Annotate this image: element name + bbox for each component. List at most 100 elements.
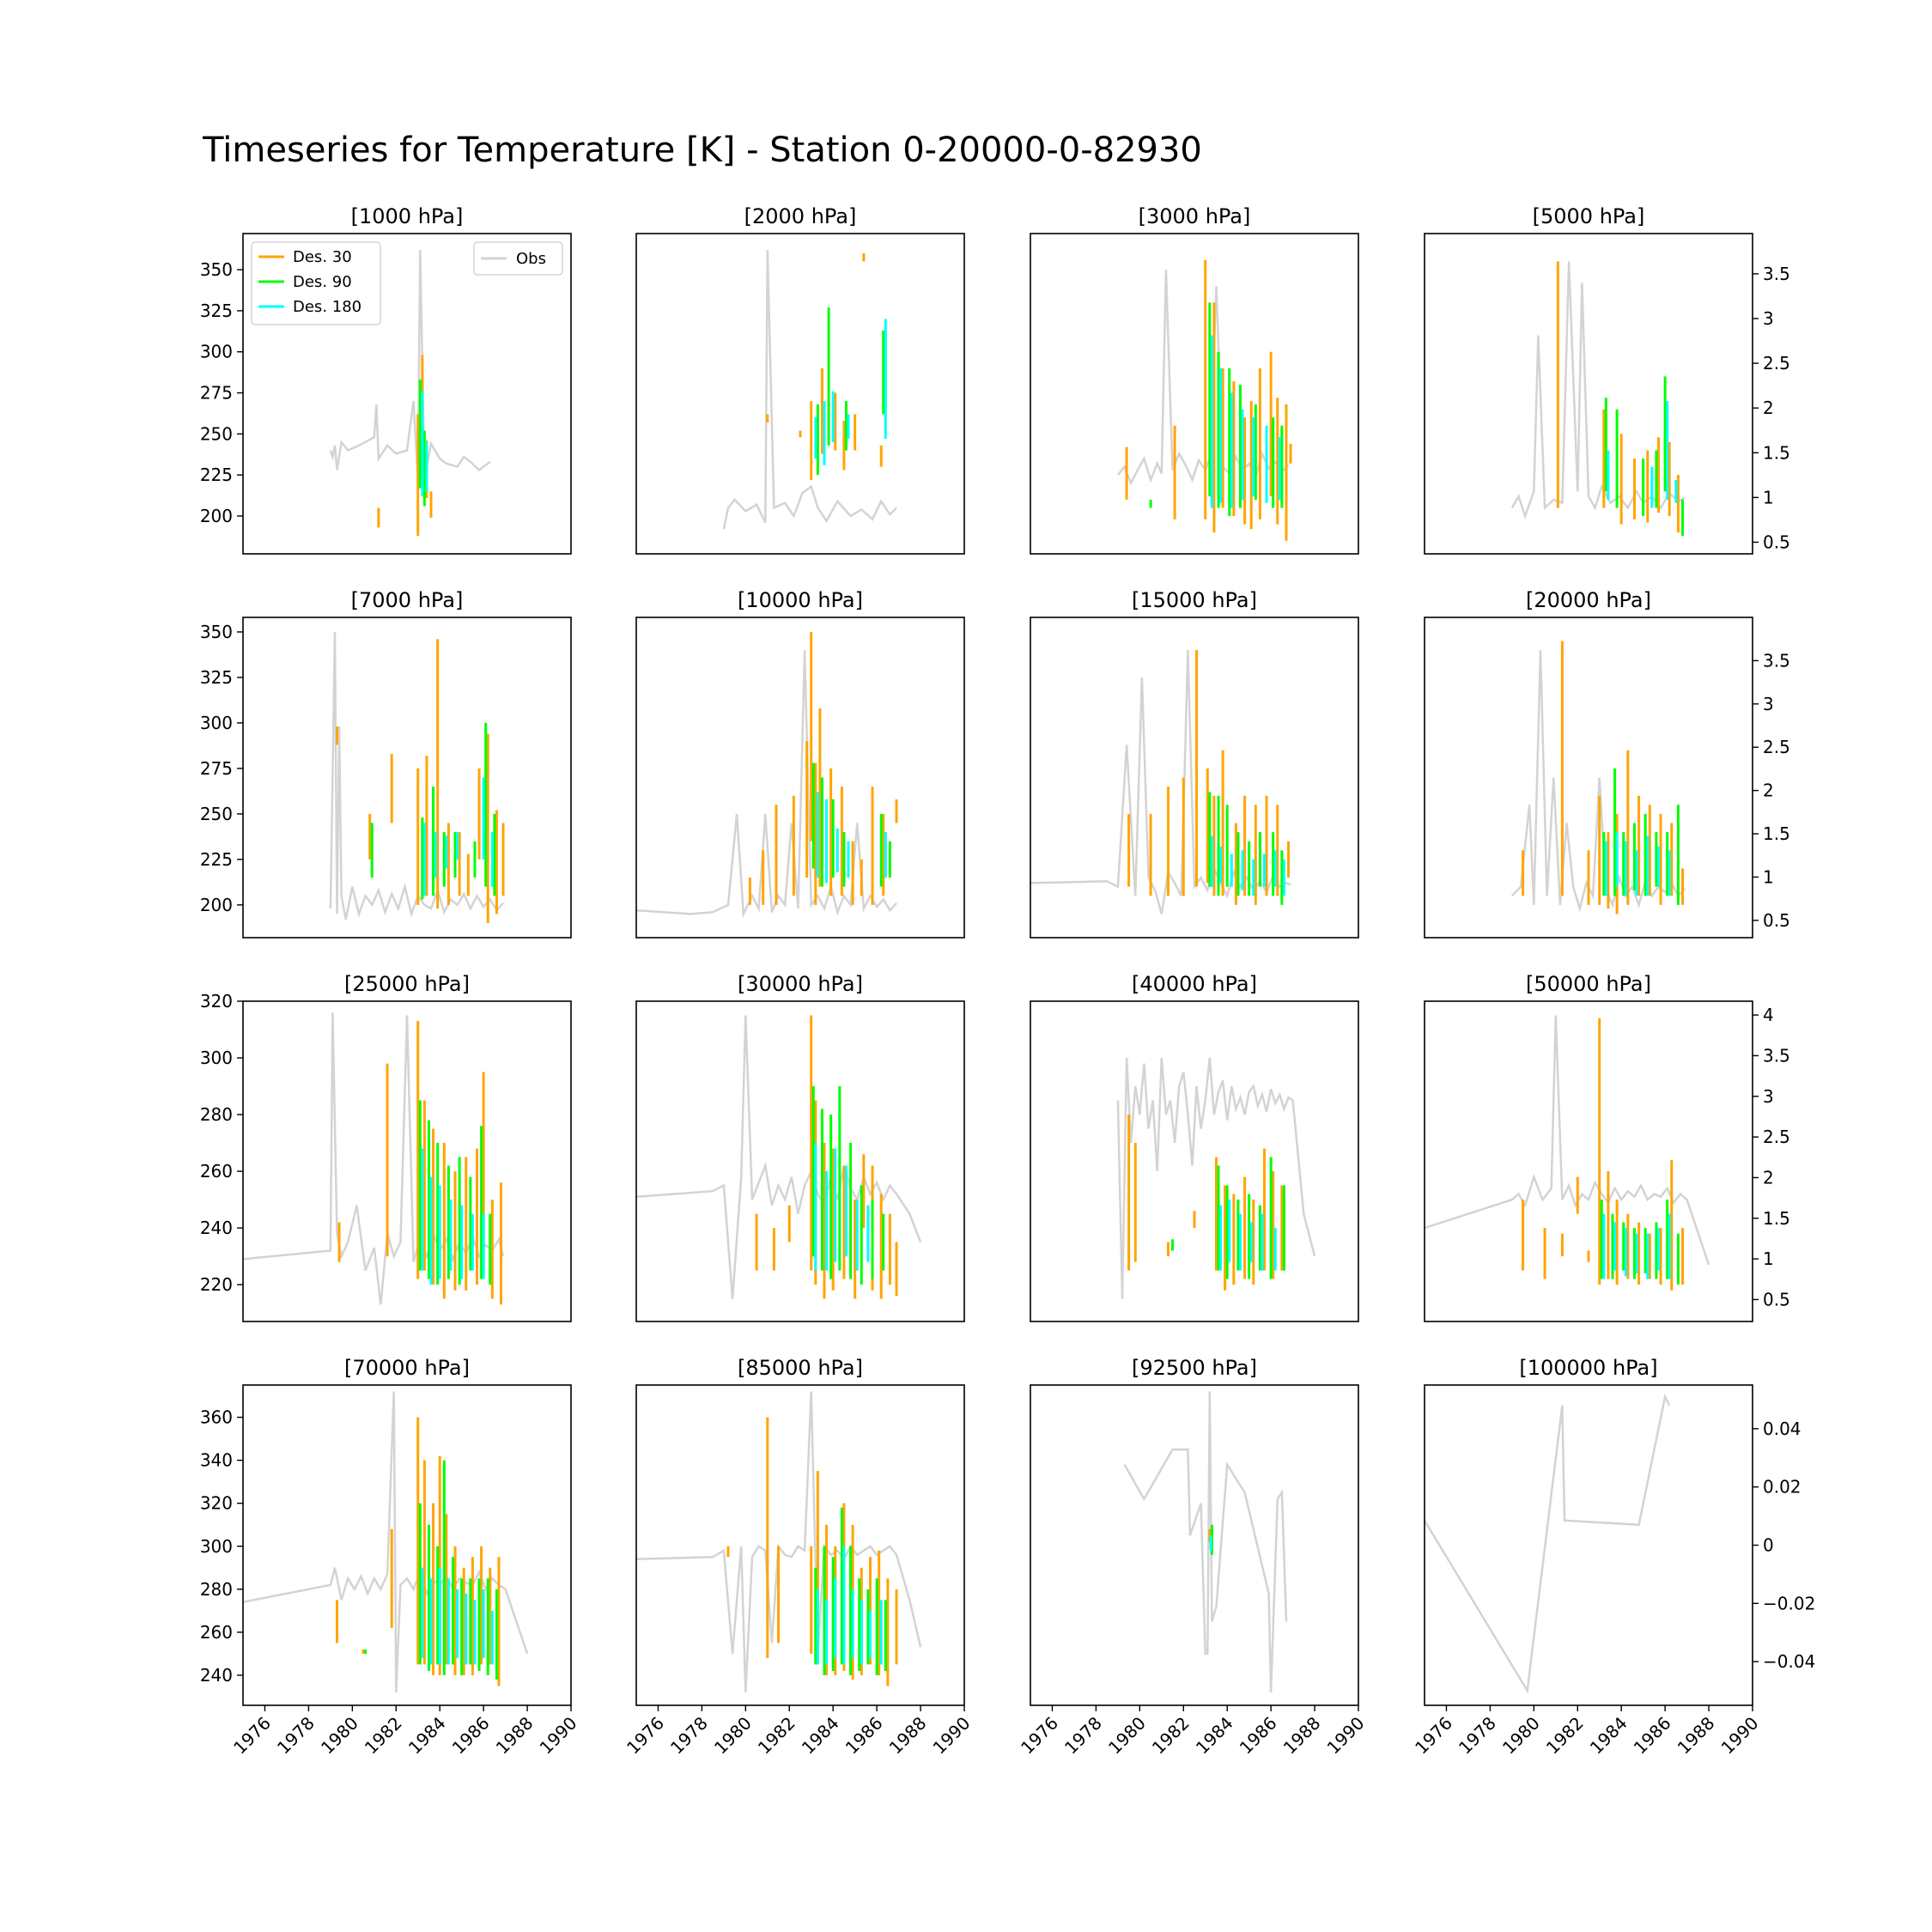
panel-25000-hpa-frame <box>242 1000 572 1322</box>
panel-20000-hpa-right-ytick-label: 3 <box>1763 694 1774 714</box>
panel-70000-hpa-series-des-90 <box>364 1460 498 1680</box>
panel-50000-hpa-right-ytick-label: 3.5 <box>1763 1045 1790 1066</box>
panel-20000-hpa-plot-area <box>1510 641 1686 914</box>
legend-label-obs: Obs <box>516 250 546 268</box>
legend-designations: Des. 30 Des. 90 Des. 180 <box>251 241 381 325</box>
panel-7000-hpa-series-des-90 <box>370 722 496 900</box>
figure-title: Timeseries for Temperature [K] - Station… <box>202 131 1202 170</box>
panel-92500-hpa-xtick-label: 1990 <box>1323 1713 1369 1759</box>
panel-100000-hpa-xtick-label: 1986 <box>1630 1713 1675 1759</box>
panel-70000-hpa-xtick-label: 1976 <box>229 1713 275 1759</box>
panel-100000-hpa-xtick-label: 1990 <box>1717 1713 1763 1759</box>
panel-5000-hpa-right-ytick-label: 3.5 <box>1763 264 1790 284</box>
panel-2000-hpa-series-obs <box>722 250 897 530</box>
panel-20000-hpa-right-ytick-label: 2.5 <box>1763 737 1790 757</box>
panel-70000-hpa-plot-area <box>243 1391 529 1693</box>
panel-7000-hpa-plot-area <box>329 631 505 924</box>
panel-1000-hpa-ytick-label: 325 <box>200 301 233 321</box>
panel-1000-hpa-title: [1000 hPa] <box>351 204 464 228</box>
panel-20000-hpa-right-ytick-label: 1.5 <box>1763 823 1790 844</box>
panel-10000-hpa-series-des-90 <box>811 762 891 887</box>
panel-85000-hpa-xtick-label: 1988 <box>885 1713 931 1759</box>
panel-30000-hpa-title: [30000 hPa] <box>738 972 863 996</box>
panel-40000-hpa-plot-area <box>1116 1057 1316 1299</box>
panel-10000-hpa-series-des-30 <box>748 631 898 905</box>
panel-70000-hpa-ytick-label: 260 <box>200 1622 233 1643</box>
panel-85000-hpa-series-des-90 <box>814 1507 887 1675</box>
panel-50000-hpa: [50000 hPa] 0.5 1 1.5 2 2.5 3 3.5 4 <box>1424 972 1790 1322</box>
panel-25000-hpa-ytick-label: 220 <box>200 1274 233 1295</box>
panel-10000-hpa-plot-area <box>636 631 898 919</box>
panel-10000-hpa: [10000 hPa] <box>635 588 965 939</box>
panel-25000-hpa-title: [25000 hPa] <box>344 972 470 996</box>
panel-25000-hpa-series-des-180 <box>421 1148 485 1285</box>
panel-15000-hpa-title: [15000 hPa] <box>1132 588 1257 612</box>
panel-30000-hpa-series-des-90 <box>811 1086 885 1285</box>
panel-20000-hpa-right-ytick-label: 3.5 <box>1763 650 1790 671</box>
panel-70000-hpa-ytick-label: 280 <box>200 1579 233 1600</box>
panel-85000-hpa-xtick-label: 1986 <box>841 1713 887 1759</box>
panel-85000-hpa-series-des-180 <box>816 1546 883 1665</box>
panel-92500-hpa-xtick-label: 1988 <box>1279 1713 1325 1759</box>
legend-box <box>251 241 381 325</box>
panel-3000-hpa: [3000 hPa] <box>1030 204 1359 555</box>
panel-20000-hpa-right-ytick-label: 0.5 <box>1763 910 1790 931</box>
panel-92500-hpa-plot-area <box>1123 1391 1288 1693</box>
panel-15000-hpa-series-des-90 <box>1208 792 1284 905</box>
panel-7000-hpa-series-obs <box>329 631 505 920</box>
panel-2000-hpa-plot-area <box>722 250 897 530</box>
panel-5000-hpa-right-ytick-label: 0.5 <box>1763 532 1790 552</box>
panel-85000-hpa-frame <box>635 1384 965 1706</box>
panel-50000-hpa-title: [50000 hPa] <box>1526 972 1651 996</box>
panel-5000-hpa-right-ytick-label: 1 <box>1763 487 1774 507</box>
panel-70000-hpa-xtick-label: 1978 <box>273 1713 319 1759</box>
panel-3000-hpa-plot-area <box>1116 259 1292 541</box>
panel-30000-hpa-plot-area <box>636 1015 922 1299</box>
panel-7000-hpa-ytick-label: 350 <box>200 622 233 642</box>
panel-50000-hpa-right-ytick-label: 2 <box>1763 1167 1774 1188</box>
panel-3000-hpa-series-obs <box>1116 270 1290 486</box>
panel-7000-hpa-ytick-label: 225 <box>200 849 233 870</box>
panel-3000-hpa-series-des-180 <box>1210 335 1281 508</box>
panel-100000-hpa-xtick-label: 1984 <box>1586 1713 1631 1759</box>
panel-100000-hpa-series-obs <box>1425 1393 1671 1694</box>
panel-7000-hpa-series-des-180 <box>422 777 494 896</box>
panel-85000-hpa-xtick-label: 1984 <box>798 1713 843 1759</box>
panel-50000-hpa-series-des-90 <box>1600 1200 1680 1285</box>
panel-50000-hpa-right-ytick-label: 0.5 <box>1763 1289 1790 1309</box>
panel-20000-hpa-title: [20000 hPa] <box>1526 588 1651 612</box>
panel-100000-hpa-plot-area <box>1425 1393 1671 1694</box>
panel-50000-hpa-series-des-180 <box>1602 1213 1671 1279</box>
panel-20000-hpa: [20000 hPa] 0.5 1 1.5 2 2.5 3 3.5 <box>1424 588 1790 939</box>
panel-100000-hpa-xtick-label: 1976 <box>1411 1713 1456 1759</box>
panel-20000-hpa-right-ytick-label: 2 <box>1763 781 1774 801</box>
legend-label-des-180: Des. 180 <box>293 298 361 316</box>
panel-85000-hpa-plot-area <box>636 1391 922 1693</box>
panel-70000-hpa-series-des-180 <box>421 1567 494 1665</box>
panel-25000-hpa-ytick-label: 260 <box>200 1161 233 1182</box>
panel-70000-hpa-ytick-label: 240 <box>200 1665 233 1686</box>
panel-100000-hpa-right-ytick-label: 0 <box>1763 1535 1774 1556</box>
panel-7000-hpa-ytick-label: 325 <box>200 667 233 688</box>
panel-7000-hpa-series-des-30 <box>336 639 505 924</box>
panel-2000-hpa-frame <box>635 233 965 555</box>
panel-10000-hpa-series-des-180 <box>816 792 887 884</box>
panel-20000-hpa-right-ytick-label: 1 <box>1763 866 1774 887</box>
panel-25000-hpa: [25000 hPa] 220 240 260 280 300 320 <box>200 972 572 1322</box>
panel-20000-hpa-series-des-30 <box>1522 641 1685 914</box>
panel-40000-hpa-series-obs <box>1116 1057 1316 1299</box>
panel-92500-hpa: [92500 hPa] 19761978198019821984198619881… <box>1017 1356 1369 1759</box>
legend-label-des-90: Des. 90 <box>293 273 352 291</box>
panel-7000-hpa-title: [7000 hPa] <box>351 588 464 612</box>
panel-70000-hpa-xtick-label: 1986 <box>448 1713 494 1759</box>
panel-85000-hpa-series-obs <box>636 1391 922 1693</box>
panel-92500-hpa-series-obs <box>1123 1391 1288 1693</box>
panel-92500-hpa-frame <box>1030 1384 1359 1706</box>
panel-1000-hpa-ytick-label: 250 <box>200 423 233 444</box>
panel-3000-hpa-frame <box>1030 233 1359 555</box>
panel-70000-hpa-ytick-label: 360 <box>200 1407 233 1428</box>
panel-70000-hpa: [70000 hPa] 240 260 280 300 320 340 360 19761978… <box>200 1356 581 1759</box>
panel-50000-hpa-plot-area <box>1425 1015 1710 1291</box>
panel-50000-hpa-right-ytick-label: 2.5 <box>1763 1127 1790 1147</box>
